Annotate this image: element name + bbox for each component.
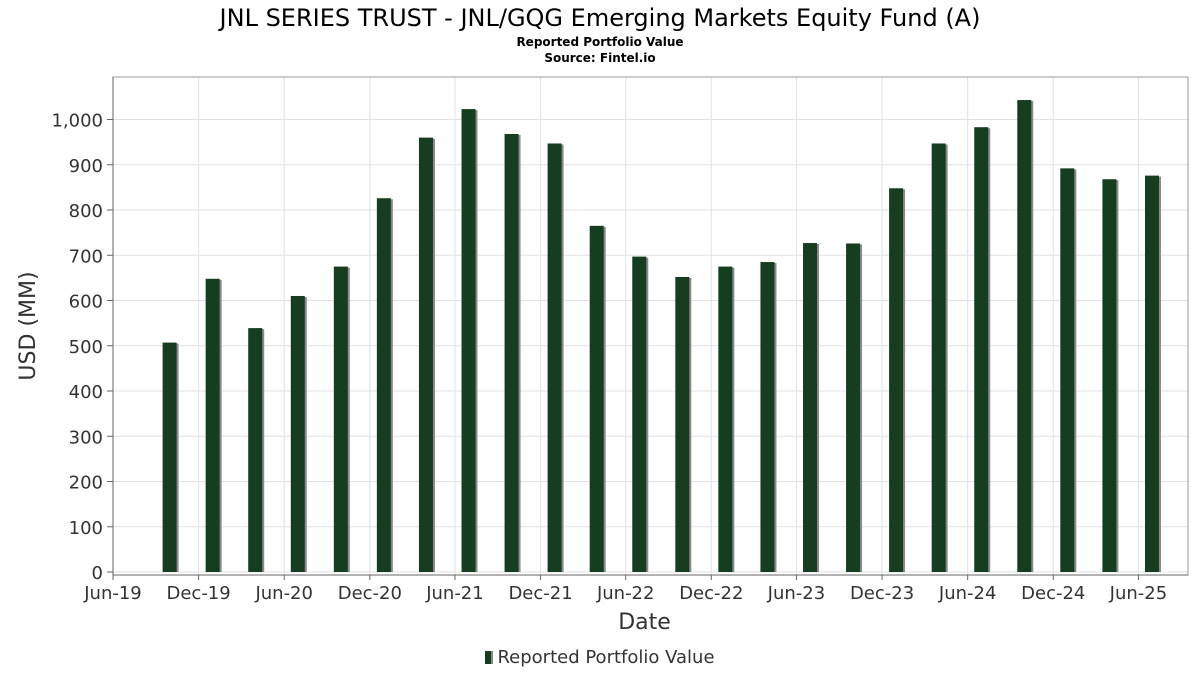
axes: 0 100 200 300 400 500 600 700 800 900 1,000 Jun-19 D…: [51, 77, 1188, 604]
bar: [461, 109, 476, 572]
x-tick-label: Dec-19: [166, 583, 230, 604]
bar: [162, 342, 177, 572]
bar: [675, 276, 690, 572]
x-axis-label: Date: [618, 610, 671, 635]
bar: [248, 328, 263, 572]
x-tick-label: Jun-24: [938, 583, 997, 604]
x-tick-label: Jun-25: [1109, 583, 1168, 604]
bar: [589, 225, 604, 572]
y-tick-label: 0: [92, 563, 103, 584]
y-tick-label: 600: [69, 292, 103, 313]
bar: [547, 143, 562, 573]
x-tick-label: Jun-21: [425, 583, 484, 604]
bar-chart: 0 100 200 300 400 500 600 700 800 900 1,000 Jun-19 D…: [16, 76, 1189, 635]
bar: [718, 266, 733, 572]
y-tick-label: 800: [69, 201, 103, 222]
y-axis-label: USD (MM): [16, 271, 41, 380]
x-tick-label: Dec-20: [338, 583, 402, 604]
chart-title: JNL SERIES TRUST - JNL/GQG Emerging Mark…: [219, 4, 981, 32]
bar: [504, 133, 519, 573]
x-tick-label: Jun-23: [767, 583, 826, 604]
y-tick-label: 900: [69, 156, 103, 177]
bar: [1102, 179, 1117, 573]
legend-swatch: [485, 651, 494, 664]
bar: [290, 295, 305, 572]
bar: [974, 127, 989, 572]
bar: [1060, 168, 1075, 572]
x-tick-label: Dec-21: [508, 583, 572, 604]
bar: [931, 143, 946, 573]
x-tick-label: Jun-22: [596, 583, 655, 604]
y-tick-label: 700: [69, 246, 103, 267]
x-tick-label: Dec-24: [1021, 583, 1085, 604]
y-tick-label: 200: [69, 473, 103, 494]
bars: [162, 100, 1161, 573]
bar: [1144, 175, 1159, 573]
chart-source: Source: Fintel.io: [544, 51, 656, 65]
legend: Reported Portfolio Value: [0, 647, 1200, 668]
bar: [760, 262, 775, 572]
bar: [846, 243, 861, 573]
x-tick-label: Jun-20: [254, 583, 313, 604]
bar: [889, 188, 904, 572]
y-tick-label: 500: [69, 337, 103, 358]
x-tick-label: Jun-19: [83, 583, 142, 604]
y-tick-label: 100: [69, 518, 103, 539]
bar: [205, 278, 220, 572]
bar: [1017, 100, 1032, 572]
bar: [803, 243, 818, 572]
y-tick-label: 400: [69, 382, 103, 403]
x-tick-label: Dec-23: [850, 583, 914, 604]
legend-label: Reported Portfolio Value: [497, 647, 715, 668]
y-tick-label: 300: [69, 427, 103, 448]
bar: [333, 266, 348, 572]
bar: [376, 198, 391, 573]
chart-subtitle: Reported Portfolio Value: [516, 35, 684, 49]
bar: [418, 137, 433, 572]
y-tick-label: 1,000: [51, 111, 103, 132]
bar: [632, 256, 647, 572]
x-tick-label: Dec-22: [679, 583, 743, 604]
